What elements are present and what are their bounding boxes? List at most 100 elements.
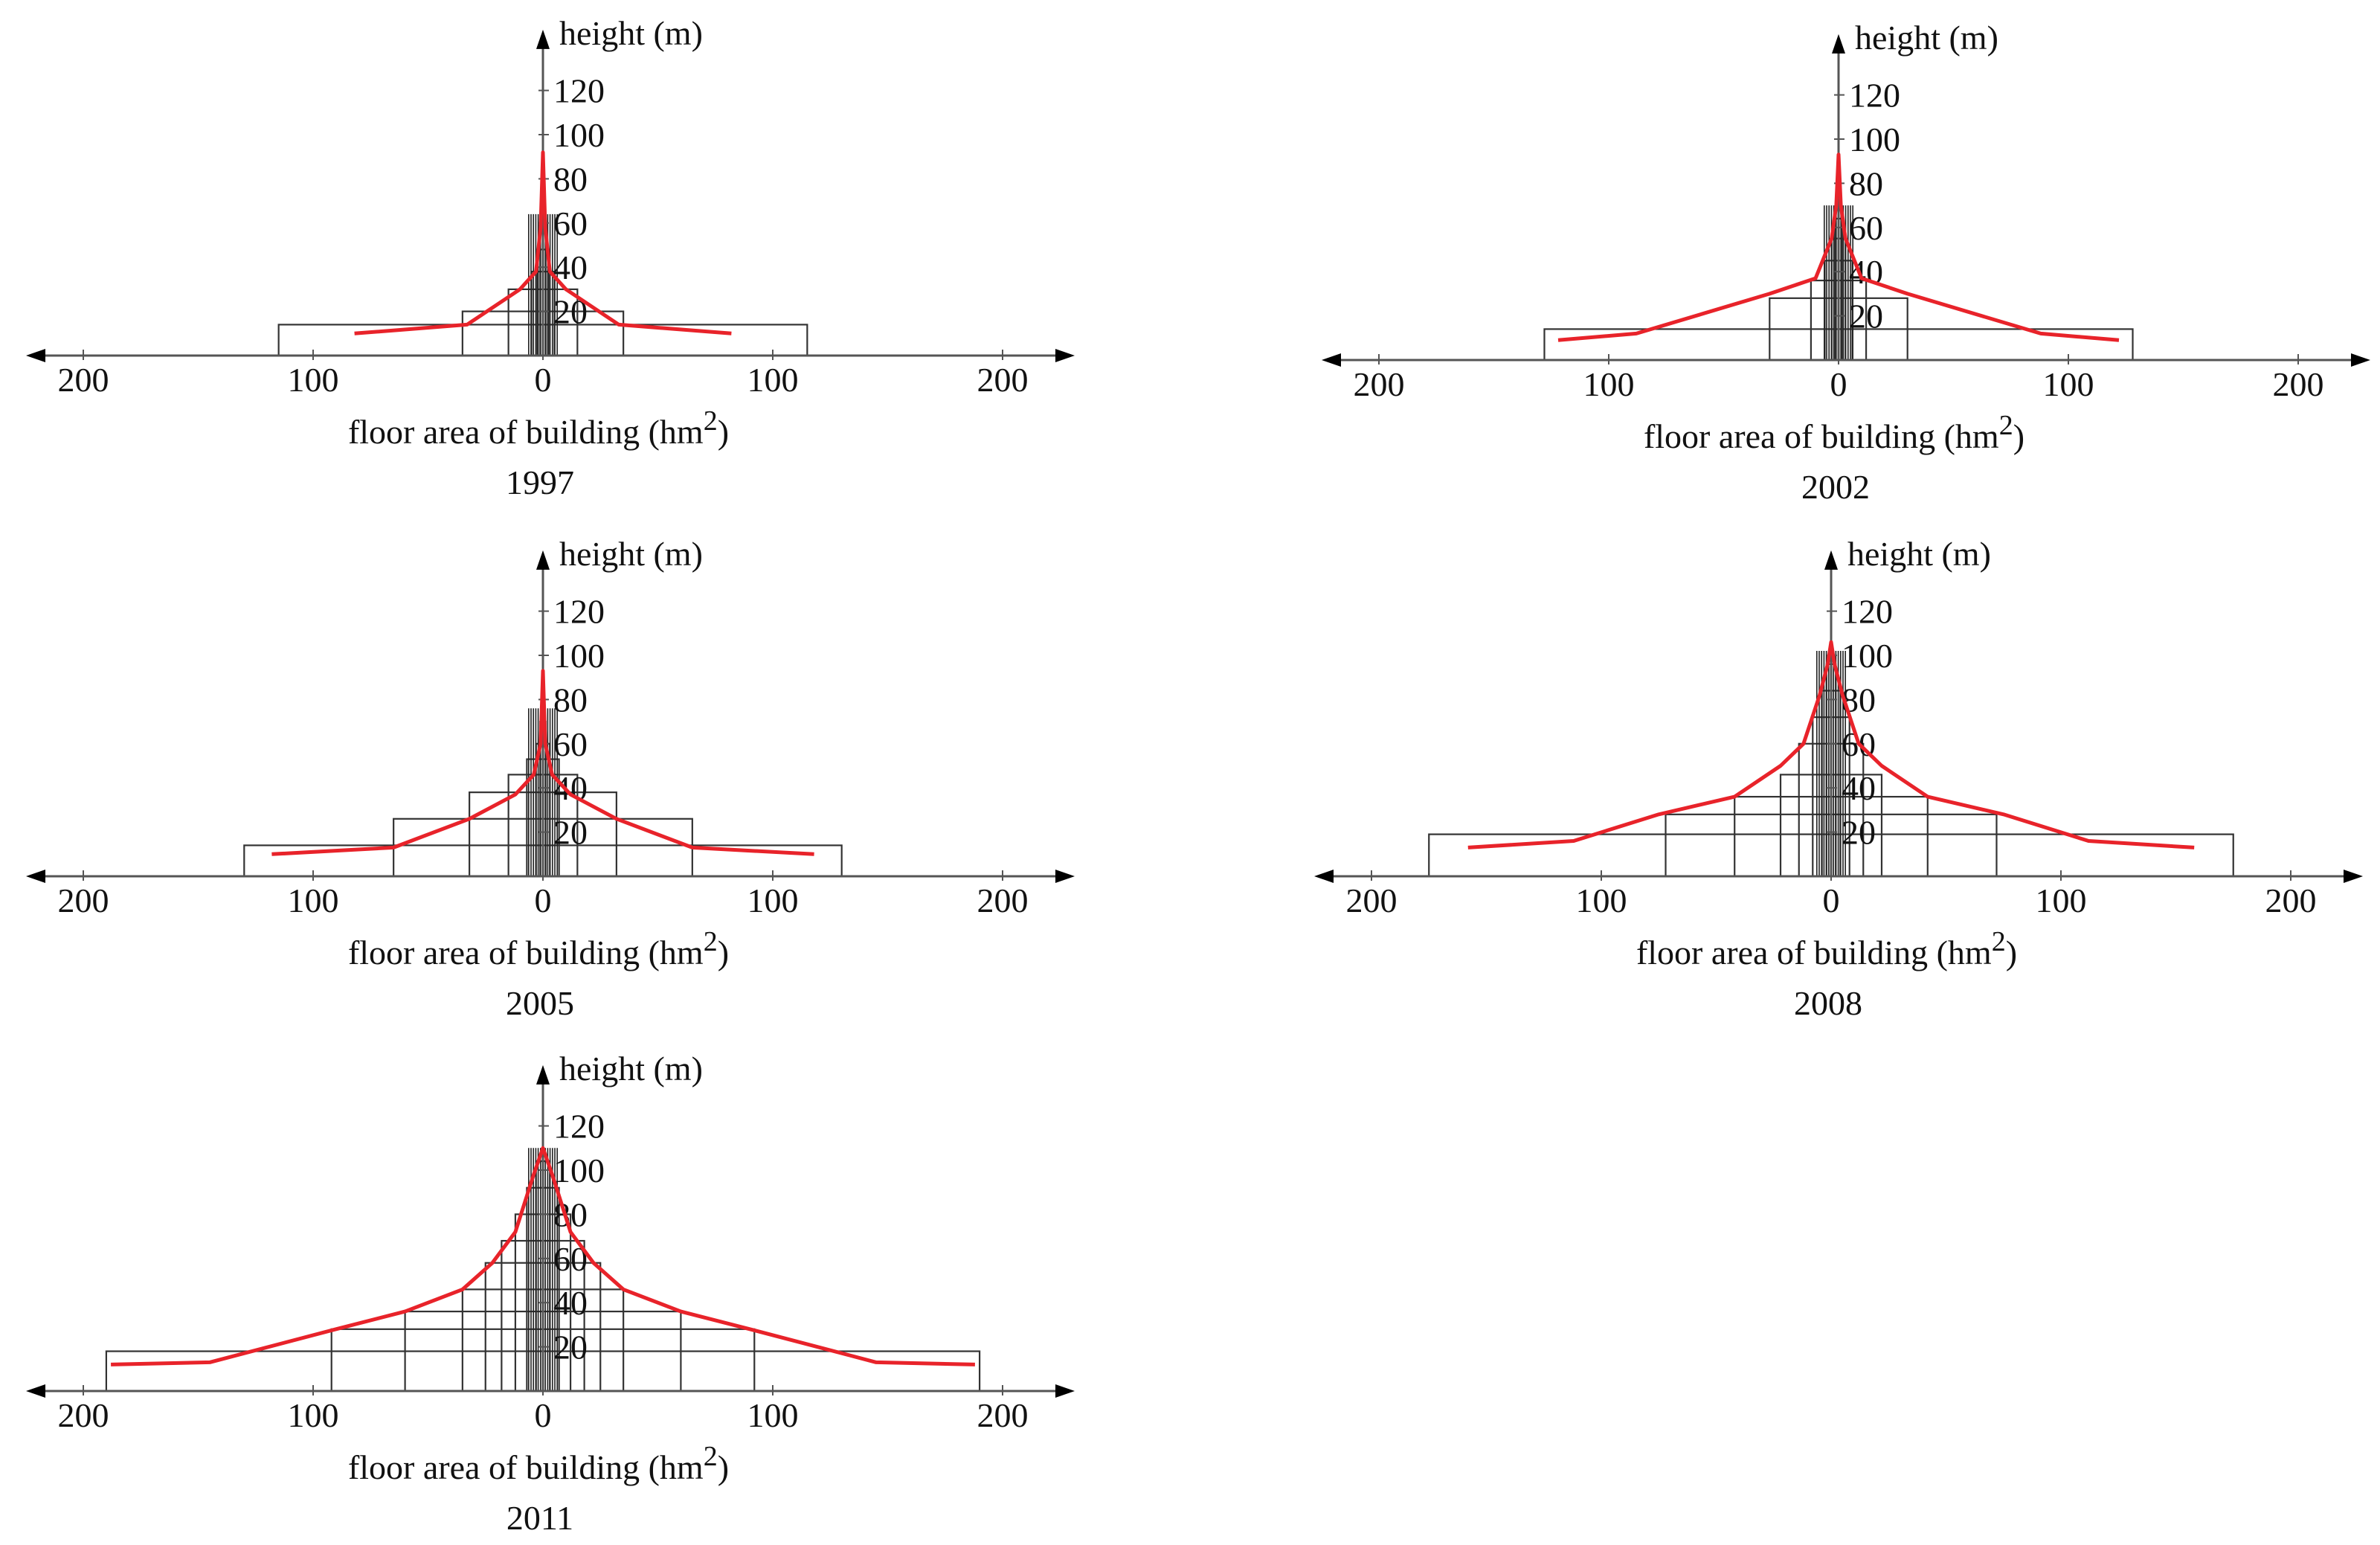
x-axis-title-superscript: 2 xyxy=(1992,926,2006,957)
y-tick-label: 20 xyxy=(553,814,588,852)
x-axis-title-superscript: 2 xyxy=(704,405,718,437)
x-tick-label: 200 xyxy=(1346,881,1398,919)
x-tick-label: 100 xyxy=(2036,881,2087,919)
x-axis-title-close: ) xyxy=(2006,934,2017,971)
x-tick-label: 100 xyxy=(1583,365,1635,403)
y-tick-label: 100 xyxy=(553,637,605,675)
x-axis-title-superscript: 2 xyxy=(1999,410,2013,441)
y-axis-arrow xyxy=(536,550,550,570)
x-axis-title-main: floor area of building (hm xyxy=(348,1448,704,1486)
x-axis-title: floor area of building (hm2) xyxy=(348,405,729,451)
x-tick-label: 100 xyxy=(1576,881,1627,919)
x-axis-title: floor area of building (hm2) xyxy=(348,1441,729,1486)
x-tick-label: 200 xyxy=(977,1396,1029,1434)
x-axis-title: floor area of building (hm2) xyxy=(348,926,729,971)
y-tick-label: 60 xyxy=(553,725,588,763)
x-tick-label: 100 xyxy=(288,1396,339,1434)
x-tick-label: 200 xyxy=(58,881,109,919)
x-axis-arrow-right xyxy=(2351,353,2370,367)
y-axis-title: height (m) xyxy=(1855,19,1998,57)
x-axis-title-superscript: 2 xyxy=(704,926,718,957)
x-tick-label: 200 xyxy=(977,361,1029,399)
y-tick-label: 120 xyxy=(553,1108,605,1146)
x-tick-label: 200 xyxy=(977,881,1029,919)
x-tick-label: 200 xyxy=(58,1396,109,1434)
x-axis-arrow-right xyxy=(2344,870,2363,883)
height-profile-line xyxy=(111,1146,975,1366)
height-profile-line xyxy=(271,669,814,856)
year-label: 1997 xyxy=(506,463,574,501)
x-axis-title: floor area of building (hm2) xyxy=(1636,926,2017,971)
x-axis-title-main: floor area of building (hm xyxy=(1636,934,1992,971)
y-tick-label: 40 xyxy=(1842,769,1876,807)
x-axis-arrow-right xyxy=(1055,1384,1075,1398)
x-tick-label: 0 xyxy=(535,361,552,399)
y-tick-label: 120 xyxy=(1849,77,1900,115)
x-tick-label: 100 xyxy=(2043,365,2094,403)
x-axis-title-close: ) xyxy=(718,413,729,451)
x-tick-label: 100 xyxy=(747,881,799,919)
x-axis-arrow-left xyxy=(26,349,45,362)
y-axis-arrow xyxy=(536,29,550,49)
y-tick-label: 40 xyxy=(553,1284,588,1322)
year-label: 2008 xyxy=(1794,984,1862,1022)
x-axis-arrow-right xyxy=(1055,870,1075,883)
y-tick-label: 100 xyxy=(553,116,605,154)
x-tick-label: 100 xyxy=(288,881,339,919)
height-profile-line xyxy=(1467,640,2195,849)
x-tick-label: 200 xyxy=(58,361,109,399)
x-tick-label: 200 xyxy=(2273,365,2324,403)
x-tick-label: 0 xyxy=(1823,881,1840,919)
y-tick-label: 120 xyxy=(1842,593,1893,631)
x-tick-label: 100 xyxy=(747,361,799,399)
y-axis-arrow xyxy=(536,1064,550,1085)
y-tick-label: 20 xyxy=(1849,298,1883,335)
x-axis-arrow-left xyxy=(26,1384,45,1398)
x-axis-arrow-left xyxy=(1322,353,1341,367)
x-tick-label: 200 xyxy=(1354,365,1405,403)
x-axis-title-main: floor area of building (hm xyxy=(348,934,704,971)
y-tick-label: 20 xyxy=(553,1329,588,1366)
y-tick-label: 100 xyxy=(1849,121,1900,158)
x-tick-label: 200 xyxy=(2265,881,2317,919)
year-label: 2011 xyxy=(506,1499,573,1537)
x-axis-title-close: ) xyxy=(718,934,729,971)
y-axis-title: height (m) xyxy=(559,14,703,52)
x-axis-arrow-right xyxy=(1055,349,1075,362)
x-axis-title: floor area of building (hm2) xyxy=(1644,410,2024,455)
y-axis-title: height (m) xyxy=(1847,535,1991,573)
y-tick-label: 120 xyxy=(553,593,605,631)
x-tick-label: 0 xyxy=(535,881,552,919)
y-tick-label: 120 xyxy=(553,72,605,110)
height-profile-line xyxy=(1557,152,2120,342)
x-axis-title-main: floor area of building (hm xyxy=(348,413,704,451)
y-axis-arrow xyxy=(1832,33,1845,54)
x-tick-label: 100 xyxy=(747,1396,799,1434)
y-tick-label: 60 xyxy=(1849,209,1883,247)
y-tick-label: 80 xyxy=(553,160,588,198)
year-label: 2005 xyxy=(506,984,574,1022)
y-axis-title: height (m) xyxy=(559,535,703,573)
x-tick-label: 100 xyxy=(288,361,339,399)
x-axis-title-close: ) xyxy=(718,1448,729,1486)
x-axis-title-main: floor area of building (hm xyxy=(1644,417,1999,455)
y-tick-label: 20 xyxy=(1842,814,1876,852)
y-tick-label: 100 xyxy=(1842,637,1893,675)
x-tick-label: 0 xyxy=(1830,365,1847,403)
y-tick-label: 80 xyxy=(1849,164,1883,202)
y-tick-label: 60 xyxy=(553,205,588,242)
year-label: 2002 xyxy=(1801,468,1870,506)
x-axis-title-close: ) xyxy=(2013,417,2024,455)
y-axis-title: height (m) xyxy=(559,1050,703,1088)
x-tick-label: 0 xyxy=(535,1396,552,1434)
x-axis-arrow-left xyxy=(26,870,45,883)
y-axis-arrow xyxy=(1824,550,1838,570)
height-profile-line xyxy=(354,150,732,335)
y-tick-label: 100 xyxy=(553,1151,605,1189)
